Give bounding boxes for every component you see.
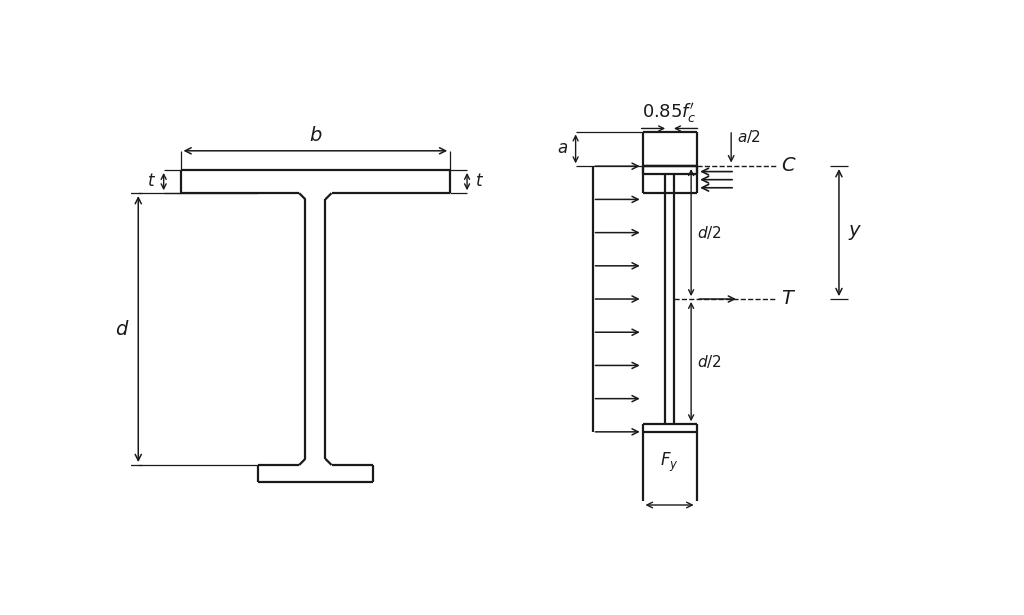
Text: $C$: $C$ <box>781 157 797 175</box>
Text: $d/2$: $d/2$ <box>697 224 722 241</box>
Text: $a$: $a$ <box>557 140 568 157</box>
Text: $d/2$: $d/2$ <box>697 353 722 370</box>
Text: $a/2$: $a/2$ <box>737 129 762 146</box>
Text: $t$: $t$ <box>475 173 483 190</box>
Text: $F_y$: $F_y$ <box>660 451 679 474</box>
Text: $t$: $t$ <box>146 173 156 190</box>
Text: $0.85f_c'$: $0.85f_c'$ <box>642 101 697 125</box>
Text: $T$: $T$ <box>781 290 797 308</box>
Text: $y$: $y$ <box>848 223 862 242</box>
Text: $d$: $d$ <box>115 320 129 338</box>
Text: $b$: $b$ <box>308 125 323 145</box>
